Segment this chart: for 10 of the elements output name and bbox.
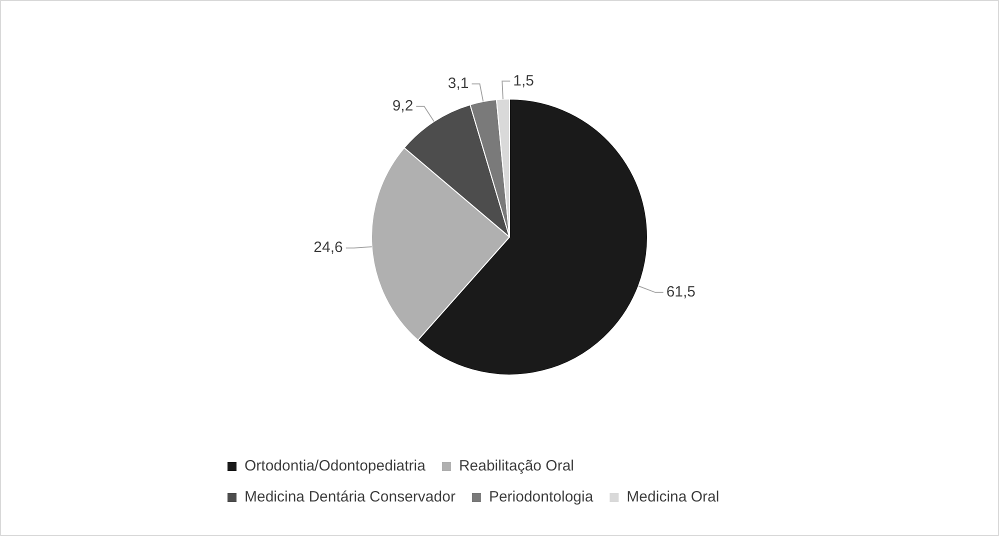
data-label: 1,5: [513, 72, 534, 90]
legend-label: Medicina Dentária Conservador: [244, 488, 456, 506]
data-label: 9,2: [392, 98, 414, 115]
data-label: 24,6: [314, 239, 343, 256]
legend-label: Periodontologia: [488, 488, 594, 506]
data-label: 61,5: [666, 284, 696, 301]
legend-label: Medicina Oral: [626, 488, 720, 506]
legend-label: Reabilitação Oral: [458, 458, 574, 475]
data-label: 3,1: [448, 75, 469, 92]
legend-label: Ortodontia/Odontopediatria: [244, 458, 426, 475]
